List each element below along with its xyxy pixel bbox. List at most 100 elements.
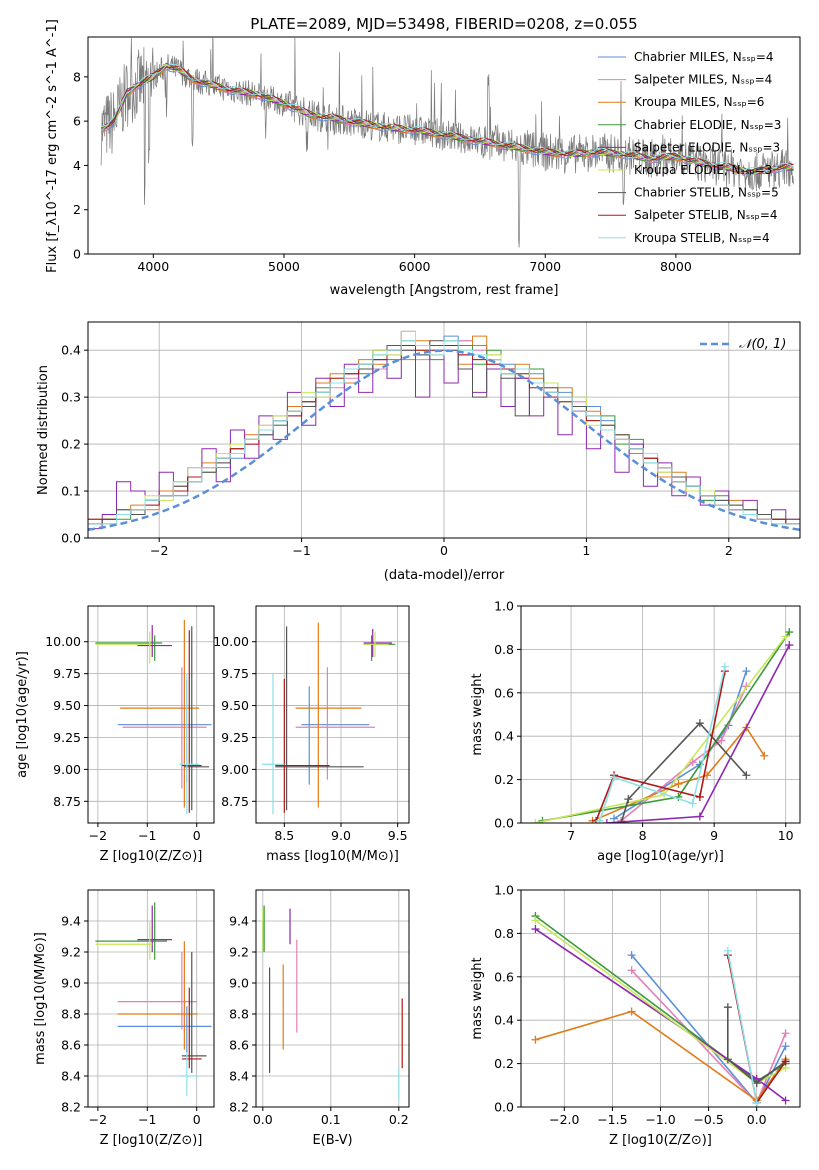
panel-ticks: 7 8 9 10 0.0 0.2 0.4 0.6 0.8 1.0 <box>494 599 794 844</box>
mass-weight-marker <box>781 632 790 641</box>
panel-data <box>95 902 212 1097</box>
mass-weight-marker <box>602 819 611 823</box>
panel-data <box>262 905 403 1100</box>
y-tick-label: 8 <box>73 69 81 84</box>
y-tick-label: 8.75 <box>221 794 249 809</box>
mass-weight-line <box>727 1007 787 1085</box>
panel-axes <box>87 889 215 1108</box>
legend-label: Salpeter MILES, Nₛₛₚ=4 <box>634 73 772 87</box>
mass-weight-marker <box>610 814 618 823</box>
mass-weight-marker <box>742 667 751 676</box>
mass-weight-line <box>595 670 726 822</box>
legend-label: Kroupa STELIB, Nₛₛₚ=4 <box>634 231 770 245</box>
panel-grid <box>521 605 800 824</box>
y-tick-label: 0.0 <box>494 816 514 831</box>
mass-weight-line <box>620 722 747 823</box>
x-tick-label: −1 <box>138 828 156 843</box>
y-tick-label: 10.00 <box>213 634 249 649</box>
residual-histograms <box>87 330 801 532</box>
mass-weight-marker <box>723 1055 732 1064</box>
spectrum-panel: PLATE=2089, MJD=53498, FIBERID=0208, z=0… <box>45 15 801 298</box>
y-tick-label: 9.75 <box>221 666 249 681</box>
y-tick-label: 9.00 <box>221 762 249 777</box>
y-tick-label: 8.75 <box>53 794 81 809</box>
x-axis-label: mass [log10(M/M⊙)] <box>266 849 399 864</box>
x-tick-label: 2 <box>725 543 733 558</box>
x-axis-label: E(B-V) <box>312 1133 352 1148</box>
x-tick-label: 0.1 <box>321 1112 341 1127</box>
x-tick-label: 0.0 <box>747 1112 767 1127</box>
mass-weight-marker <box>695 792 704 801</box>
legend-label: Chabrier STELIB, Nₛₛₚ=5 <box>634 186 779 200</box>
y-tick-label: 4 <box>73 158 81 173</box>
y-tick-label: 9.75 <box>53 666 81 681</box>
y-tick-label: 9.00 <box>53 762 81 777</box>
x-tick-label: −0.5 <box>693 1112 723 1127</box>
histogram-series <box>88 330 800 530</box>
x-tick-label: 8 <box>639 828 647 843</box>
residual-y-ticks: 0.0 0.1 0.2 0.3 0.4 <box>61 343 88 546</box>
mass-vs-extinction-panel: 0.0 0.1 0.2 8.2 8.4 8.6 8.8 9.0 9.2 9.4 E(B-V) <box>229 889 410 1148</box>
model-spectrum-line <box>100 66 794 173</box>
legend-label: Chabrier ELODIE, Nₛₛₚ=3 <box>634 118 781 132</box>
mass-weight-marker <box>624 795 633 804</box>
y-tick-label: 0.8 <box>494 926 514 941</box>
x-tick-label: 8.5 <box>274 828 294 843</box>
spectrum-xlabel: wavelength [Angstrom, rest frame] <box>330 283 559 298</box>
y-tick-label: 8.6 <box>229 1038 249 1053</box>
mass-weight-marker <box>627 951 636 960</box>
mass-weight-marker <box>785 628 794 637</box>
y-tick-label: 8.8 <box>229 1007 249 1022</box>
x-tick-label: −2 <box>150 543 168 558</box>
y-tick-label: 8.2 <box>229 1100 249 1115</box>
x-tick-label: 5000 <box>268 259 300 274</box>
y-tick-label: 9.4 <box>61 914 81 929</box>
x-tick-label: 9.0 <box>331 828 351 843</box>
mass-weight-marker <box>760 751 769 760</box>
spectrum-title: PLATE=2089, MJD=53498, FIBERID=0208, z=0… <box>250 15 637 33</box>
y-tick-label: 0.0 <box>494 1100 514 1115</box>
normal-legend-label: 𝒩(0, 1) <box>739 337 786 352</box>
panel-axes <box>520 605 801 824</box>
x-tick-label: −2 <box>89 828 107 843</box>
model-spectrum-line <box>100 63 794 172</box>
x-axis-label: Z [log10(Z/Z⊙)] <box>100 1133 203 1148</box>
mass-weight-marker <box>674 792 683 801</box>
y-tick-label: 0.6 <box>494 969 514 984</box>
mass-weight-marker <box>627 966 636 975</box>
x-tick-label: 9 <box>710 828 718 843</box>
panel-ticks: −2.0 −1.5 −1.0 −0.5 0.0 0.0 0.2 0.4 0.6 0.8 1.0 <box>494 883 767 1128</box>
panel-data <box>531 912 790 1107</box>
y-tick-label: 9.2 <box>61 945 81 960</box>
y-tick-label: 8.4 <box>229 1069 249 1084</box>
panel-ticks: 0.0 0.1 0.2 8.2 8.4 8.6 8.8 9.0 9.2 9.4 <box>229 914 409 1128</box>
y-tick-label: 0.1 <box>61 484 81 499</box>
normal-curve <box>87 349 801 532</box>
massweight-vs-metallicity-panel: −2.0 −1.5 −1.0 −0.5 0.0 0.0 0.2 0.4 0.6 0.8 1.0 Z [… <box>470 883 801 1148</box>
mass-weight-marker <box>742 771 751 780</box>
y-axis-label: mass weight <box>470 673 485 755</box>
mass-weight-marker <box>627 1007 636 1016</box>
x-tick-label: 4000 <box>137 259 169 274</box>
panel-grid <box>256 890 409 1108</box>
mass-weight-marker <box>723 1003 732 1012</box>
mass-weight-marker <box>617 819 626 823</box>
y-tick-label: 9.0 <box>61 976 81 991</box>
residual-legend: 𝒩(0, 1) <box>700 337 786 352</box>
x-tick-label: 10 <box>778 828 794 843</box>
panel-grid <box>521 889 800 1108</box>
y-tick-label: 0.8 <box>494 642 514 657</box>
legend-label: Kroupa ELODIE, Nₛₛₚ=3 <box>634 163 772 177</box>
panel-data <box>531 628 794 823</box>
model-spectrum-line <box>100 63 794 175</box>
mass-weight-marker <box>531 925 540 934</box>
y-axis-label: mass [log10(M/M⊙)] <box>33 932 48 1065</box>
x-tick-label: −1.5 <box>597 1112 627 1127</box>
y-tick-label: 9.0 <box>229 976 249 991</box>
mass-weight-marker <box>752 1098 761 1107</box>
panel-ticks: −2 −1 0 8.75 9.00 9.25 9.50 9.75 10.00 <box>45 634 201 843</box>
mass-weight-marker <box>785 641 794 650</box>
y-tick-label: 0.3 <box>61 390 81 405</box>
y-tick-label: 1.0 <box>494 883 514 898</box>
